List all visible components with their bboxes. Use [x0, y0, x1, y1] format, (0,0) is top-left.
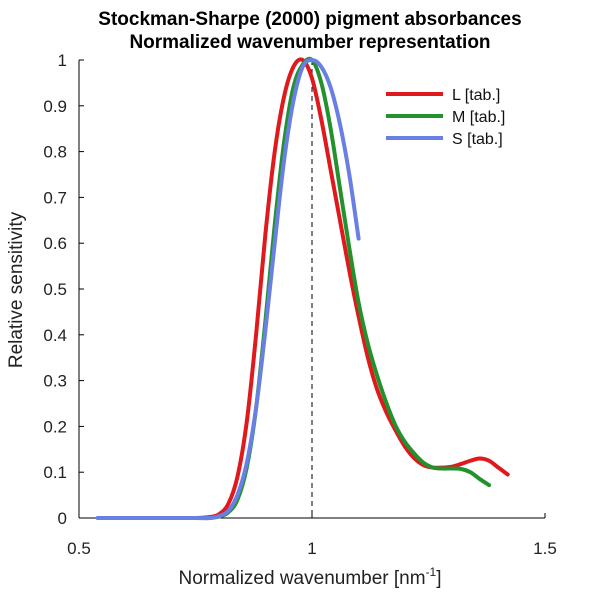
legend-label-s: S [tab.] — [452, 131, 503, 148]
legend-label-m: M [tab.] — [452, 109, 505, 126]
chart-subtitle: Normalized wavenumber representation — [129, 32, 490, 53]
series-line-s — [95, 58, 361, 521]
y-tick-label: 0.2 — [43, 417, 67, 436]
y-tick-label: 0.4 — [43, 326, 67, 345]
x-tick-label: 1 — [307, 539, 316, 558]
y-tick-label: 0.6 — [43, 234, 67, 253]
chart-title: Stockman-Sharpe (2000) pigment absorbanc… — [98, 9, 521, 30]
y-tick-label: 0.5 — [43, 280, 67, 299]
x-axis-label-superscript: -1 — [426, 565, 437, 579]
x-axis-label-end: ] — [436, 568, 441, 589]
x-tick-label: 1.5 — [533, 539, 557, 558]
y-tick-label: 0.3 — [43, 372, 67, 391]
legend-label-l: L [tab.] — [452, 87, 500, 104]
y-tick-label: 0.7 — [43, 188, 67, 207]
x-axis-label-text: Normalized wavenumber [nm — [178, 568, 425, 589]
y-tick-label: 1 — [58, 51, 67, 70]
axes: 0.5 1 1.5 0 0.1 0.2 0.3 0.4 0.5 0.6 0.7 0.8 0.9 1 — [43, 51, 556, 558]
x-tick-label: 0.5 — [67, 539, 91, 558]
series-layer — [95, 56, 510, 521]
y-tick-label: 0.1 — [43, 463, 67, 482]
y-tick-label: 0.8 — [43, 143, 67, 162]
legend: L [tab.] M [tab.] S [tab.] — [386, 87, 505, 148]
series-line-m — [170, 56, 492, 521]
y-tick-label: 0 — [58, 509, 67, 528]
y-axis-label: Relative sensitivity — [6, 211, 27, 368]
y-tick-label: 0.9 — [43, 97, 67, 116]
x-axis-label: Normalized wavenumber [nm-1] — [178, 565, 441, 589]
series-line-l — [170, 57, 510, 521]
